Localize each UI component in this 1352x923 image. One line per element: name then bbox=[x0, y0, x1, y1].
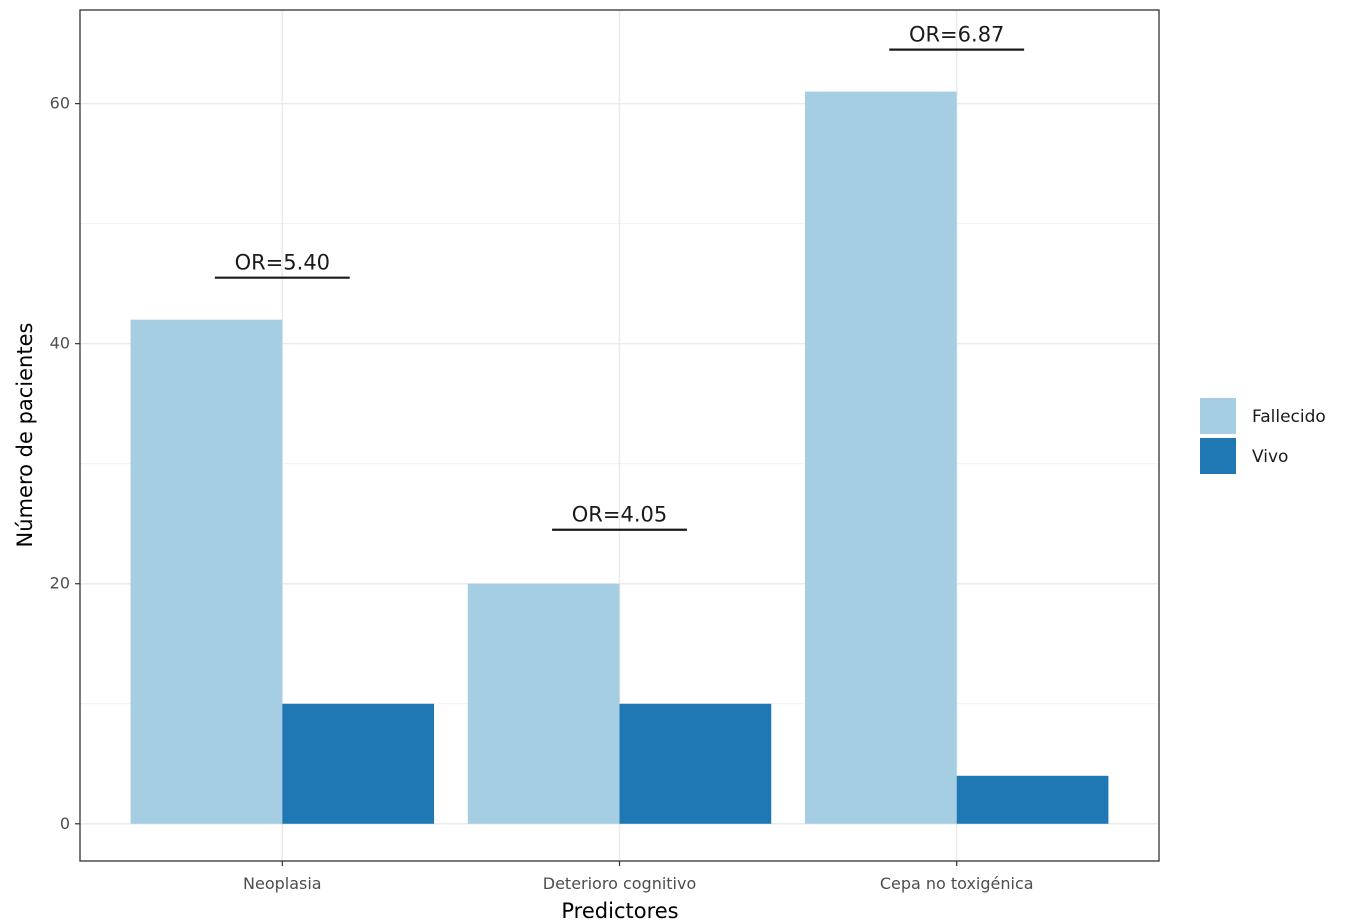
or-annotations: OR=5.40 OR=4.05 OR=6.87 bbox=[214, 23, 1025, 531]
bar-fallecido bbox=[130, 319, 283, 824]
y-axis-title: Número de pacientes bbox=[13, 323, 37, 548]
or-label: OR=6.87 bbox=[909, 23, 1004, 47]
bar-vivo bbox=[956, 775, 1109, 824]
or-label: OR=4.05 bbox=[572, 503, 667, 527]
or-label: OR=5.40 bbox=[235, 251, 330, 275]
x-axis: Neoplasia Deterioro cognitivo Cepa no toxi… bbox=[243, 861, 1034, 893]
legend-key-vivo bbox=[1200, 438, 1236, 474]
bar-vivo bbox=[282, 703, 435, 824]
y-axis: 0 20 40 60 bbox=[50, 94, 80, 833]
bars bbox=[130, 91, 1109, 824]
x-tick-label: Deterioro cognitivo bbox=[543, 874, 697, 893]
y-tick-label: 20 bbox=[50, 574, 70, 593]
x-axis-title: Predictores bbox=[561, 899, 678, 923]
legend-label: Vivo bbox=[1252, 447, 1288, 467]
y-tick-label: 40 bbox=[50, 334, 70, 353]
y-tick-label: 60 bbox=[50, 94, 70, 113]
legend-key-fallecido bbox=[1200, 398, 1236, 434]
legend-label: Fallecido bbox=[1252, 407, 1326, 427]
bar-vivo bbox=[619, 703, 772, 824]
bar-fallecido bbox=[467, 583, 620, 824]
y-tick-label: 0 bbox=[60, 814, 70, 833]
x-tick-label: Cepa no toxigénica bbox=[880, 874, 1034, 893]
bar-fallecido bbox=[804, 91, 957, 824]
legend: Fallecido Vivo bbox=[1200, 398, 1326, 474]
x-tick-label: Neoplasia bbox=[243, 874, 322, 893]
